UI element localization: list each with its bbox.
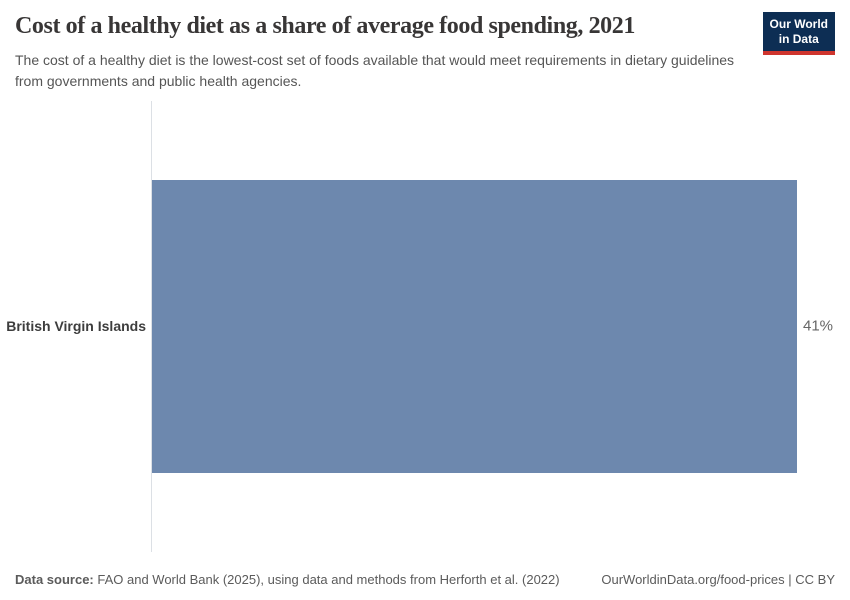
- owid-logo[interactable]: Our World in Data: [762, 12, 835, 55]
- chart-header: Cost of a healthy diet as a share of ave…: [15, 12, 835, 92]
- footer-links: OurWorldinData.org/food-prices | CC BY: [601, 572, 835, 587]
- data-source-text: FAO and World Bank (2025), using data an…: [93, 572, 560, 587]
- bar[interactable]: [152, 180, 797, 473]
- data-source-label: Data source:: [15, 572, 94, 587]
- y-axis-line: [151, 101, 152, 552]
- chart-footer: Data source: FAO and World Bank (2025), …: [15, 572, 835, 587]
- footer-license-link[interactable]: CC BY: [795, 572, 835, 587]
- footer-url-link[interactable]: OurWorldinData.org/food-prices: [601, 572, 785, 587]
- data-source-note: Data source: FAO and World Bank (2025), …: [15, 572, 560, 587]
- owid-logo-line1: Our World: [769, 17, 828, 31]
- bar-chart-plot-area: British Virgin Islands 41%: [0, 101, 850, 552]
- page-title: Cost of a healthy diet as a share of ave…: [15, 13, 635, 39]
- footer-separator: |: [784, 572, 796, 587]
- chart-subtitle: The cost of a healthy diet is the lowest…: [15, 51, 735, 89]
- bar-category-label: British Virgin Islands: [6, 318, 146, 334]
- bar-value-label: 41%: [803, 317, 834, 335]
- owid-logo-line2: in Data: [778, 32, 819, 46]
